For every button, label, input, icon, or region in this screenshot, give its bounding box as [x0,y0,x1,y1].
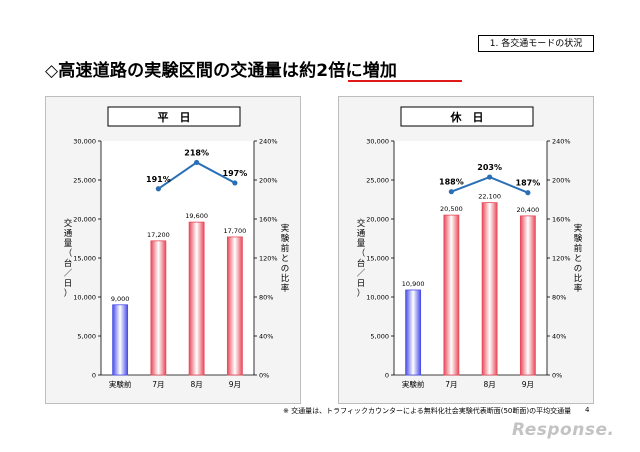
ratio-point [155,186,161,192]
bar [188,221,205,376]
ratio-point [487,174,493,180]
y-tick-label: 10,000 [366,294,389,302]
ratio-label: 203% [477,163,502,172]
y2-tick-label: 0% [552,372,562,380]
holiday-chart-panel: 休 日 0 5,000 10,000 15,000 20,000 25,000 30,000 0… [338,96,594,404]
y-tick-label: 15,000 [366,255,389,263]
x-tick-label: 7月 [445,380,457,389]
x-tick-label: 9月 [229,380,241,389]
bar-value-label: 19,600 [185,212,208,220]
bar [519,215,536,376]
y-tick-label: 5,000 [370,333,389,341]
ratio-label: 188% [439,178,464,187]
bar [112,304,129,376]
response-watermark-logo: Response. [512,420,615,440]
x-tick-label: 実験前 [402,379,425,389]
y-tick-label: 20,000 [73,216,96,224]
y2-tick-label: 160% [259,216,278,224]
bar-value-label: 9,000 [111,295,130,303]
y2-tick-label: 80% [259,294,273,302]
ratio-point [194,159,200,166]
chart-title-box [400,106,534,127]
holiday-chart: 休 日 0 5,000 10,000 15,000 20,000 25,000 30,000 0… [357,106,583,389]
x-tick-label: 8月 [190,380,202,389]
ratio-label: 191% [146,175,171,184]
y2-tick-label: 40% [259,333,273,341]
y-tick-label: 15,000 [73,255,96,263]
ratio-point [448,189,454,195]
x-tick-label: 実験前 [109,379,132,389]
y2-tick-label: 0% [259,372,269,380]
ratio-label: 218% [184,148,209,157]
bar [150,240,167,376]
bar [443,214,460,376]
y-tick-label: 0 [385,372,389,380]
y2-tick-label: 200% [259,177,278,185]
y-tick-label: 10,000 [73,294,96,302]
bar-value-label: 20,400 [517,206,540,214]
y-tick-label: 5,000 [77,333,96,341]
ratio-point [525,190,531,196]
y2-tick-label: 40% [552,333,566,341]
y2-tick-label: 200% [552,177,571,185]
bar [405,289,422,376]
y-axis-label: 交通量（台／日） [357,218,366,299]
chart-title: 休 日 [450,110,484,124]
y-tick-label: 25,000 [366,177,389,185]
x-tick-label: 8月 [483,380,495,389]
y2-tick-label: 80% [552,294,566,302]
bar-value-label: 10,900 [402,280,425,288]
ratio-point [232,180,238,186]
footnote: ※ 交通量は、トラフィックカウンターによる無料化社会実験代表断面(50断面)の平… [283,407,572,415]
page-title: ◇高速道路の実験区間の交通量は約2倍に増加 [45,56,397,81]
y-tick-label: 25,000 [73,177,96,185]
section-tag: 1. 各交通モードの状況 [478,35,594,52]
x-tick-label: 7月 [152,380,164,389]
page-title-prefix: ◇高速道路の実験区間の交通量は [45,61,300,81]
y-tick-label: 20,000 [366,216,389,224]
bar-value-label: 17,700 [224,227,247,235]
y2-tick-label: 240% [552,138,571,146]
chart-title-box [107,106,241,127]
y-tick-label: 30,000 [73,138,96,146]
y2-tick-label: 120% [259,255,278,263]
y2-axis-label: 実験前との比率 [574,223,583,294]
y-tick-label: 0 [92,372,96,380]
y2-axis-label: 実験前との比率 [281,223,290,294]
x-tick-label: 9月 [522,380,534,389]
bar [481,202,498,376]
bar-value-label: 22,100 [478,193,501,201]
weekday-chart-panel: 平 日 0 5,000 10,000 15,000 20,000 25,000 30,000 0… [45,96,301,404]
bar-value-label: 17,200 [147,231,170,239]
y2-tick-label: 240% [259,138,278,146]
ratio-label: 197% [223,169,248,178]
title-underline [348,80,462,82]
ratio-label: 187% [516,179,541,188]
y-axis-label: 交通量（台／日） [64,218,73,299]
page-title-emphasis: 約2倍に増加 [299,61,398,81]
page-number: 4 [585,406,590,414]
bar [226,236,243,376]
y-tick-label: 30,000 [366,138,389,146]
chart-title: 平 日 [158,111,191,124]
weekday-chart: 平 日 0 5,000 10,000 15,000 20,000 25,000 30,000 0… [64,106,290,389]
bar-value-label: 20,500 [440,205,463,213]
y2-tick-label: 160% [552,216,571,224]
y2-tick-label: 120% [552,255,571,263]
